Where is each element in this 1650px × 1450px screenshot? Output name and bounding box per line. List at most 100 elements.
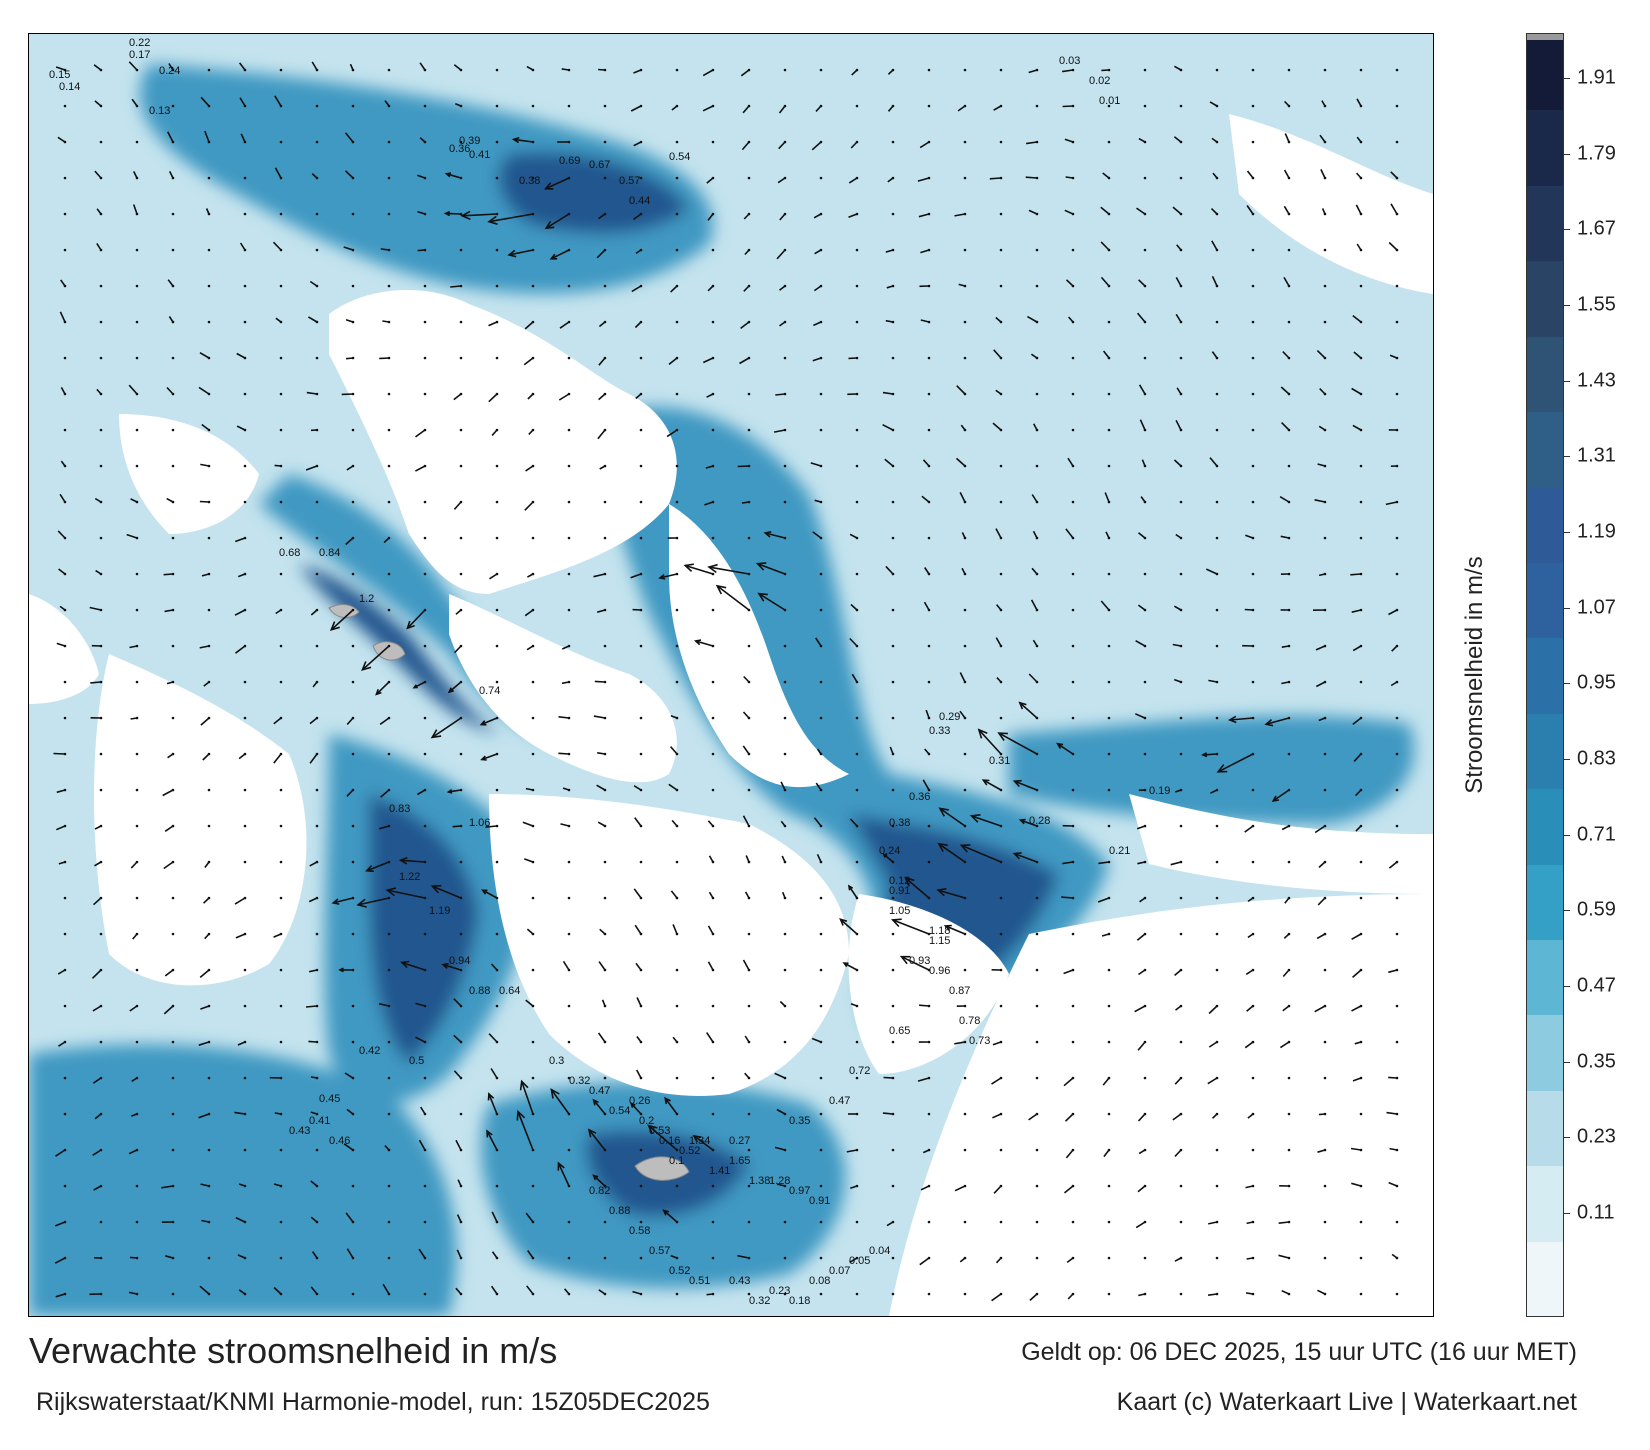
- grid-dot: [135, 896, 139, 900]
- current-arrow: [763, 531, 786, 539]
- current-arrow: [384, 1145, 390, 1151]
- speed-label: 0.83: [389, 803, 410, 815]
- current-arrow: [1064, 138, 1074, 143]
- grid-dot: [243, 1148, 247, 1152]
- current-arrow: [1172, 643, 1182, 647]
- current-arrow: [524, 501, 534, 511]
- current-arrow: [919, 1257, 930, 1266]
- grid-dot: [387, 968, 391, 972]
- current-arrow: [1283, 205, 1290, 215]
- current-arrow: [991, 1293, 1002, 1302]
- grid-dot: [891, 608, 895, 612]
- current-arrow: [597, 752, 606, 755]
- current-arrow: [94, 100, 102, 107]
- grid-dot: [675, 860, 679, 864]
- grid-dot: [135, 680, 139, 684]
- grid-dot: [747, 428, 751, 432]
- grid-dot: [855, 860, 859, 864]
- current-arrow: [813, 817, 822, 827]
- current-arrow: [779, 285, 786, 291]
- current-arrow: [166, 497, 174, 503]
- current-arrow: [166, 131, 174, 143]
- grid-dot: [135, 824, 139, 828]
- current-arrow: [1389, 1147, 1398, 1151]
- current-arrow: [1063, 1077, 1074, 1087]
- current-arrow: [925, 709, 930, 719]
- current-arrow: [1281, 681, 1290, 685]
- grid-dot: [819, 1184, 823, 1188]
- grid-dot: [135, 572, 139, 576]
- speed-label: 1.05: [889, 905, 910, 917]
- current-arrow: [58, 861, 66, 865]
- grid-dot: [855, 104, 859, 108]
- grid-dot: [1359, 680, 1363, 684]
- current-arrow: [1351, 609, 1362, 613]
- current-arrow: [55, 1149, 66, 1157]
- current-arrow: [672, 924, 678, 935]
- grid-dot: [603, 1076, 607, 1080]
- grid-dot: [351, 212, 355, 216]
- current-arrow: [598, 961, 606, 971]
- current-arrow: [1025, 141, 1038, 145]
- grid-dot: [495, 608, 499, 612]
- grid-dot: [135, 968, 139, 972]
- current-arrow: [310, 1076, 318, 1079]
- grid-dot: [891, 788, 895, 792]
- grid-dot: [315, 572, 319, 576]
- current-arrow: [346, 717, 354, 726]
- grid-dot: [387, 1076, 391, 1080]
- current-speed-map[interactable]: 0.22 0.17 0.24 0.15 0.14 0.13 0.39 0.41 0.36 0.69…: [28, 33, 1434, 1317]
- grid-dot: [675, 392, 679, 396]
- grid-dot: [855, 752, 859, 756]
- grid-dot: [927, 104, 931, 108]
- current-arrow: [526, 645, 534, 651]
- speed-label: 0.64: [499, 985, 520, 997]
- colorbar-band: [1527, 637, 1563, 714]
- current-arrow: [969, 814, 1002, 827]
- current-arrow: [596, 249, 606, 259]
- current-arrow: [94, 497, 102, 503]
- current-arrow: [1351, 933, 1362, 940]
- grid-dot: [423, 320, 427, 324]
- current-arrow: [59, 605, 66, 611]
- grid-dot: [567, 104, 571, 108]
- grid-dot: [279, 1040, 283, 1044]
- current-arrow: [126, 533, 138, 539]
- grid-dot: [315, 932, 319, 936]
- grid-dot: [927, 644, 931, 648]
- current-arrow: [379, 717, 390, 726]
- current-arrow: [1175, 313, 1182, 323]
- current-arrow: [346, 357, 354, 360]
- current-arrow: [1065, 176, 1074, 179]
- current-arrow: [443, 210, 462, 217]
- grid-dot: [207, 1256, 211, 1260]
- current-arrow: [346, 789, 354, 797]
- speed-label: 0.52: [669, 1265, 690, 1277]
- current-arrow: [453, 393, 462, 401]
- current-arrow: [961, 532, 966, 539]
- grid-dot: [171, 248, 175, 252]
- colorbar-band: [1527, 1240, 1563, 1316]
- current-arrow: [331, 897, 354, 905]
- speed-label: 0.41: [469, 149, 490, 161]
- grid-dot: [855, 788, 859, 792]
- grid-dot: [1395, 788, 1399, 792]
- speed-label: 0.05: [849, 1255, 870, 1267]
- current-arrow: [346, 465, 354, 471]
- current-arrow: [995, 389, 1002, 395]
- grid-dot: [495, 248, 499, 252]
- current-arrow: [444, 172, 462, 179]
- current-arrow: [706, 1293, 714, 1296]
- grid-dot: [459, 572, 463, 576]
- current-arrow: [346, 1108, 354, 1115]
- current-arrow: [1279, 1041, 1290, 1049]
- current-arrow: [238, 573, 246, 578]
- grid-dot: [747, 644, 751, 648]
- speed-label: 0.45: [319, 1093, 340, 1105]
- current-arrow: [849, 818, 858, 827]
- current-arrow: [633, 213, 642, 221]
- current-arrow: [524, 609, 534, 617]
- current-arrow: [995, 528, 1002, 539]
- grid-dot: [1107, 1292, 1111, 1296]
- current-arrow: [851, 69, 858, 76]
